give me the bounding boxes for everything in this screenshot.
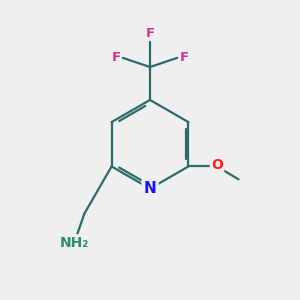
Text: N: N [144, 181, 156, 196]
Text: F: F [146, 27, 154, 40]
Text: NH₂: NH₂ [60, 236, 89, 250]
Text: F: F [179, 51, 189, 64]
Text: F: F [111, 51, 121, 64]
Text: O: O [211, 158, 223, 172]
